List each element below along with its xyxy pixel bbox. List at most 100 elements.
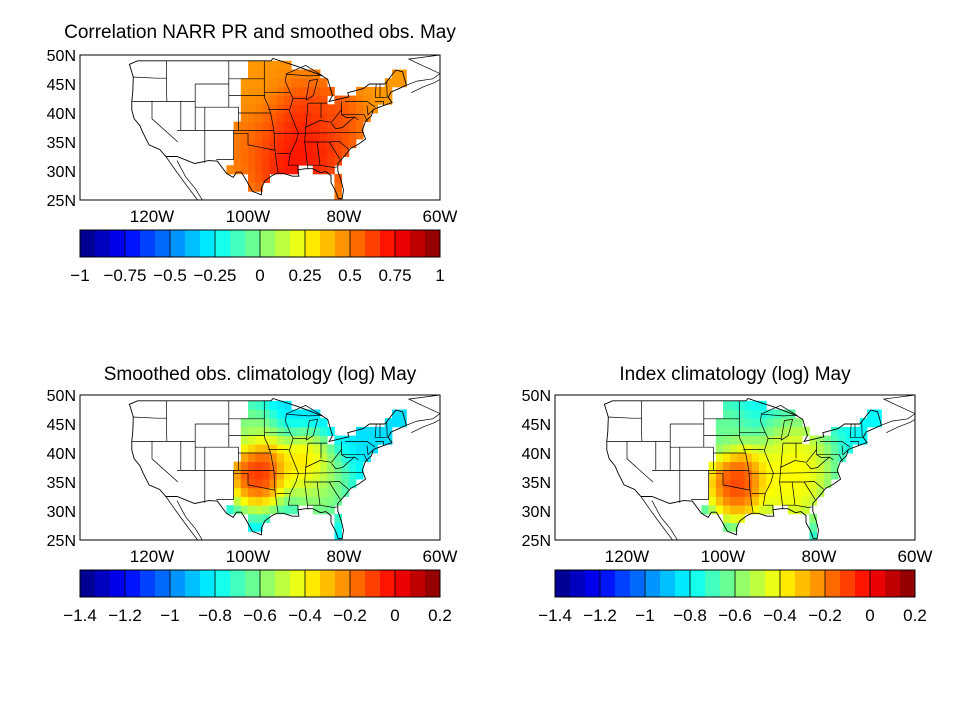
heatmap-cell <box>269 113 278 123</box>
lon-tick-label: 80W <box>327 547 362 566</box>
colorbar-segment <box>365 230 381 257</box>
heatmap-cell <box>284 156 292 166</box>
heatmap-cell <box>392 78 400 88</box>
heatmap-cell <box>809 522 817 532</box>
heatmap-cell <box>327 165 335 175</box>
colorbar-tick-label: 0 <box>865 606 874 625</box>
colorbar-segment <box>795 570 811 597</box>
colorbar-segment <box>215 570 231 597</box>
heatmap-cell <box>291 426 299 436</box>
heatmap-cell <box>773 479 781 489</box>
heatmap-cell <box>284 78 292 88</box>
heatmap-cell <box>305 104 314 114</box>
heatmap-cell <box>751 435 760 445</box>
heatmap-cell <box>262 156 270 166</box>
heatmap-cell <box>327 121 335 131</box>
heatmap-cell <box>384 95 393 105</box>
heatmap-cell <box>276 113 285 123</box>
state-boundary <box>607 416 642 419</box>
country-outline <box>603 397 882 540</box>
heatmap-cell <box>312 121 321 131</box>
heatmap-cell <box>780 444 789 454</box>
heatmap-cell <box>284 505 292 515</box>
heatmap-cell <box>341 435 350 445</box>
heatmap-cell <box>737 505 745 515</box>
heatmap-cell <box>831 453 839 463</box>
heatmap-cell <box>723 513 731 523</box>
heatmap-cell <box>744 435 753 445</box>
colorbar-segment <box>80 230 96 257</box>
colorbar-frame <box>79 229 441 258</box>
colorbar-segment <box>425 230 441 257</box>
heatmap-cell <box>766 461 774 471</box>
state-boundary <box>328 141 341 160</box>
heatmap-cell <box>298 104 306 114</box>
heatmap-cell <box>255 461 263 471</box>
colorbar-tick-label: 1 <box>435 266 444 285</box>
heatmap-cell <box>312 453 321 463</box>
heatmap-cell <box>276 130 285 140</box>
colorbar-tick-label: −0.8 <box>198 606 232 625</box>
lon-tick-label: 60W <box>423 207 458 226</box>
heatmap-cell <box>715 505 724 515</box>
heatmap-cell <box>773 453 781 463</box>
lat-tick-label: 30N <box>522 504 551 521</box>
state-boundary <box>375 441 384 446</box>
panel-correlation: Correlation NARR PR and smoothed obs. Ma… <box>47 22 458 285</box>
heatmap-cell <box>320 435 328 445</box>
heatmap-cell <box>341 461 350 471</box>
heatmap-cell <box>334 113 342 123</box>
heatmap-cell <box>773 409 781 419</box>
map-outline <box>128 55 440 200</box>
heatmap-cell <box>787 496 796 506</box>
lon-tick-label: 60W <box>898 547 933 566</box>
heatmap-cell <box>766 435 774 445</box>
heatmap-cell <box>291 435 299 445</box>
heatmap-cell <box>291 487 299 497</box>
heatmap-cell <box>356 121 364 131</box>
heatmap-cell <box>240 104 249 114</box>
heatmap-cell <box>240 487 249 497</box>
heatmap-cell <box>262 496 270 506</box>
heatmap-cell <box>255 147 263 157</box>
heatmap-cell <box>320 426 328 436</box>
heatmap-cell <box>284 139 292 149</box>
lat-tick-label: 45N <box>47 417 76 434</box>
heatmap-cell <box>255 453 263 463</box>
colorbar-segment <box>260 570 276 597</box>
heatmap-cell <box>766 470 774 480</box>
heatmap-cell <box>744 444 753 454</box>
lat-tick-label: 35N <box>47 135 76 152</box>
state-boundary <box>317 481 350 490</box>
heatmap-cell <box>708 496 717 506</box>
heatmap-cell <box>730 479 738 489</box>
heatmap-cell <box>341 479 350 489</box>
heatmap-cell <box>312 487 321 497</box>
heatmap-cell <box>334 453 342 463</box>
heatmap-cell <box>312 86 321 96</box>
heatmap-cell <box>715 426 724 436</box>
heatmap-cell <box>262 435 270 445</box>
colorbar-tick-label: 0 <box>255 266 264 285</box>
heatmap-cell <box>852 426 861 436</box>
heatmap-cell <box>298 444 306 454</box>
heatmap-cell <box>284 60 292 70</box>
heatmap-cell <box>773 461 781 471</box>
state-boundary <box>304 481 321 506</box>
heatmap-cell <box>291 470 299 480</box>
state-boundary <box>216 130 234 160</box>
colorbar-tick-label: 0.25 <box>288 266 321 285</box>
colorbar-segment <box>840 570 856 597</box>
colorbar-segment <box>305 570 321 597</box>
heatmap-cell <box>823 435 832 445</box>
colorbar-segment <box>885 570 901 597</box>
heatmap-cell <box>809 496 817 506</box>
heatmap-cell <box>384 86 393 96</box>
heatmap-cell <box>320 496 328 506</box>
heatmap-cell <box>284 496 292 506</box>
heatmap-cell <box>334 479 342 489</box>
heatmap-cell <box>305 156 314 166</box>
heatmap-cell <box>262 147 270 157</box>
heatmap-cell <box>392 409 400 419</box>
colorbar-segment <box>140 230 156 257</box>
